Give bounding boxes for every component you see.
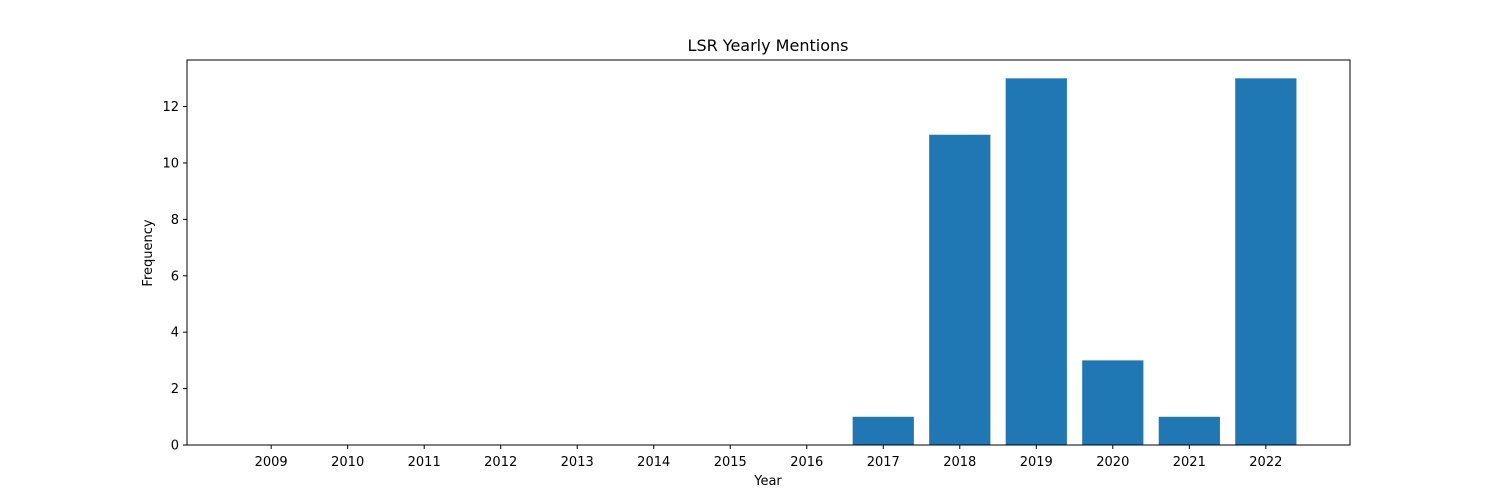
x-tick-label: 2020 (1096, 455, 1129, 470)
x-tick-label: 2010 (331, 455, 364, 470)
x-tick-label: 2014 (637, 455, 670, 470)
y-tick-label: 4 (171, 326, 179, 341)
y-tick-label: 12 (162, 100, 179, 115)
bar-2019 (1005, 78, 1067, 445)
x-tick-label: 2018 (943, 455, 976, 470)
x-tick-label: 2016 (790, 455, 823, 470)
y-tick-label: 2 (171, 382, 179, 397)
x-axis-label: Year (753, 474, 782, 489)
y-tick-label: 8 (171, 213, 179, 228)
x-axis-ticks: 2009 2010 2011 2012 2013 2014 2015 2016 2017 2018… (255, 445, 1282, 470)
bar-2020 (1082, 360, 1144, 445)
x-tick-label: 2022 (1249, 455, 1282, 470)
y-axis-ticks: 0 2 4 6 8 10 12 (162, 100, 187, 454)
x-tick-label: 2012 (484, 455, 517, 470)
bar-2022 (1235, 78, 1297, 445)
y-tick-label: 0 (171, 439, 179, 454)
bar-2021 (1158, 416, 1220, 445)
y-axis-label: Frequency (141, 219, 156, 286)
x-tick-label: 2011 (408, 455, 441, 470)
x-tick-label: 2009 (255, 455, 288, 470)
x-tick-label: 2019 (1020, 455, 1053, 470)
bar-2017 (852, 416, 914, 445)
bars-group (852, 78, 1297, 446)
x-tick-label: 2013 (561, 455, 594, 470)
chart-title: LSR Yearly Mentions (688, 36, 849, 55)
x-tick-label: 2021 (1173, 455, 1206, 470)
bar-2018 (929, 134, 991, 446)
y-tick-label: 10 (162, 156, 179, 171)
y-tick-label: 6 (171, 269, 179, 284)
plot-frame (186, 59, 1351, 446)
x-tick-label: 2017 (867, 455, 900, 470)
x-tick-label: 2015 (714, 455, 747, 470)
